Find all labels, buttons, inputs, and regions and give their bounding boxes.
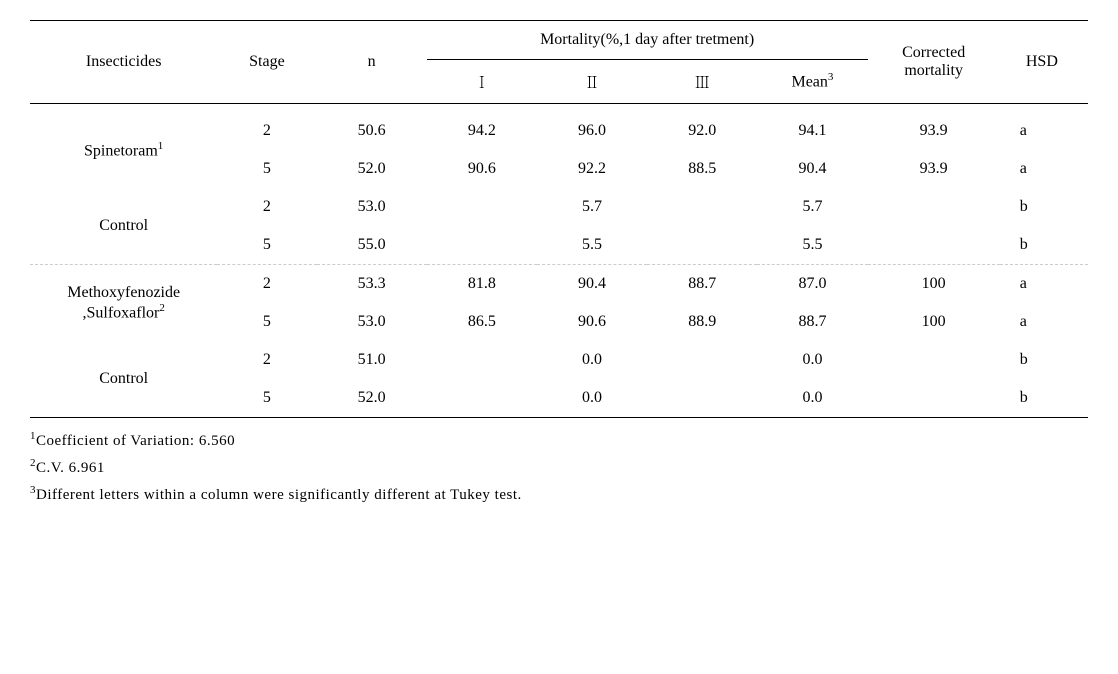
cell-n: 51.0 xyxy=(317,341,427,379)
cell-m1: 86.5 xyxy=(427,303,537,341)
cell-m3: 88.7 xyxy=(647,265,757,304)
cell-n: 55.0 xyxy=(317,226,427,265)
cell-mean: 5.5 xyxy=(757,226,867,265)
cell-n: 50.6 xyxy=(317,112,427,150)
th-corrected: Corrected mortality xyxy=(868,21,1000,104)
table-row: Control 2 53.0 5.7 5.7 b xyxy=(30,188,1088,226)
cell-insecticide: Control xyxy=(30,188,217,265)
cell-insecticide: Methoxyfenozide,Sulfoxaflor2 xyxy=(30,265,217,342)
table-row: Control 2 51.0 0.0 0.0 b xyxy=(30,341,1088,379)
cell-m2: 0.0 xyxy=(537,379,647,418)
cell-hsd: a xyxy=(1000,265,1088,304)
cell-m2: 92.2 xyxy=(537,150,647,188)
footnote-3: 3Different letters within a column were … xyxy=(30,482,1088,507)
cell-m2: 90.4 xyxy=(537,265,647,304)
cell-m1 xyxy=(427,379,537,418)
cell-n: 53.0 xyxy=(317,303,427,341)
table-row: Methoxyfenozide,Sulfoxaflor2 2 53.3 81.8… xyxy=(30,265,1088,304)
cell-m2: 5.7 xyxy=(537,188,647,226)
cell-mean: 87.0 xyxy=(757,265,867,304)
th-mortality-group: Mortality(%,1 day after tretment) xyxy=(427,21,868,60)
cell-insecticide: Control xyxy=(30,341,217,418)
cell-corr xyxy=(868,379,1000,418)
cell-stage: 5 xyxy=(217,226,316,265)
cell-corr xyxy=(868,341,1000,379)
cell-hsd: b xyxy=(1000,379,1088,418)
cell-m3 xyxy=(647,226,757,265)
cell-hsd: a xyxy=(1000,303,1088,341)
cell-m3 xyxy=(647,341,757,379)
cell-n: 53.3 xyxy=(317,265,427,304)
cell-mean: 0.0 xyxy=(757,379,867,418)
cell-n: 52.0 xyxy=(317,379,427,418)
th-stage: Stage xyxy=(217,21,316,104)
th-hsd: HSD xyxy=(1000,21,1088,104)
cell-stage: 5 xyxy=(217,303,316,341)
cell-stage: 2 xyxy=(217,265,316,304)
th-m3: Ⅲ xyxy=(647,60,757,104)
cell-corr: 93.9 xyxy=(868,150,1000,188)
cell-stage: 5 xyxy=(217,150,316,188)
cell-stage: 2 xyxy=(217,112,316,150)
cell-hsd: b xyxy=(1000,341,1088,379)
th-m2: Ⅱ xyxy=(537,60,647,104)
cell-m2: 96.0 xyxy=(537,112,647,150)
footnote-2: 2C.V. 6.961 xyxy=(30,455,1088,480)
cell-mean: 0.0 xyxy=(757,341,867,379)
cell-m3: 88.9 xyxy=(647,303,757,341)
cell-m1 xyxy=(427,188,537,226)
cell-stage: 5 xyxy=(217,379,316,418)
th-n: n xyxy=(317,21,427,104)
cell-corr: 93.9 xyxy=(868,112,1000,150)
cell-m1 xyxy=(427,226,537,265)
cell-mean: 90.4 xyxy=(757,150,867,188)
mortality-table: Insecticides Stage n Mortality(%,1 day a… xyxy=(30,20,1088,418)
cell-corr xyxy=(868,188,1000,226)
footnote-1: 1Coefficient of Variation: 6.560 xyxy=(30,428,1088,453)
th-insecticides: Insecticides xyxy=(30,21,217,104)
cell-corr: 100 xyxy=(868,265,1000,304)
cell-m1: 94.2 xyxy=(427,112,537,150)
cell-n: 52.0 xyxy=(317,150,427,188)
cell-m3 xyxy=(647,379,757,418)
cell-m3: 92.0 xyxy=(647,112,757,150)
table-row: Spinetoram1 2 50.6 94.2 96.0 92.0 94.1 9… xyxy=(30,112,1088,150)
cell-hsd: b xyxy=(1000,188,1088,226)
cell-hsd: a xyxy=(1000,150,1088,188)
cell-mean: 94.1 xyxy=(757,112,867,150)
cell-m2: 5.5 xyxy=(537,226,647,265)
cell-n: 53.0 xyxy=(317,188,427,226)
cell-corr: 100 xyxy=(868,303,1000,341)
cell-m1 xyxy=(427,341,537,379)
th-m1: Ⅰ xyxy=(427,60,537,104)
cell-insecticide: Spinetoram1 xyxy=(30,112,217,188)
footnotes: 1Coefficient of Variation: 6.560 2C.V. 6… xyxy=(30,428,1088,507)
cell-m1: 90.6 xyxy=(427,150,537,188)
cell-m2: 90.6 xyxy=(537,303,647,341)
th-mean: Mean3 xyxy=(757,60,867,104)
cell-stage: 2 xyxy=(217,188,316,226)
cell-hsd: a xyxy=(1000,112,1088,150)
cell-hsd: b xyxy=(1000,226,1088,265)
cell-corr xyxy=(868,226,1000,265)
cell-m3: 88.5 xyxy=(647,150,757,188)
cell-m3 xyxy=(647,188,757,226)
cell-mean: 88.7 xyxy=(757,303,867,341)
cell-mean: 5.7 xyxy=(757,188,867,226)
cell-m1: 81.8 xyxy=(427,265,537,304)
cell-stage: 2 xyxy=(217,341,316,379)
cell-m2: 0.0 xyxy=(537,341,647,379)
